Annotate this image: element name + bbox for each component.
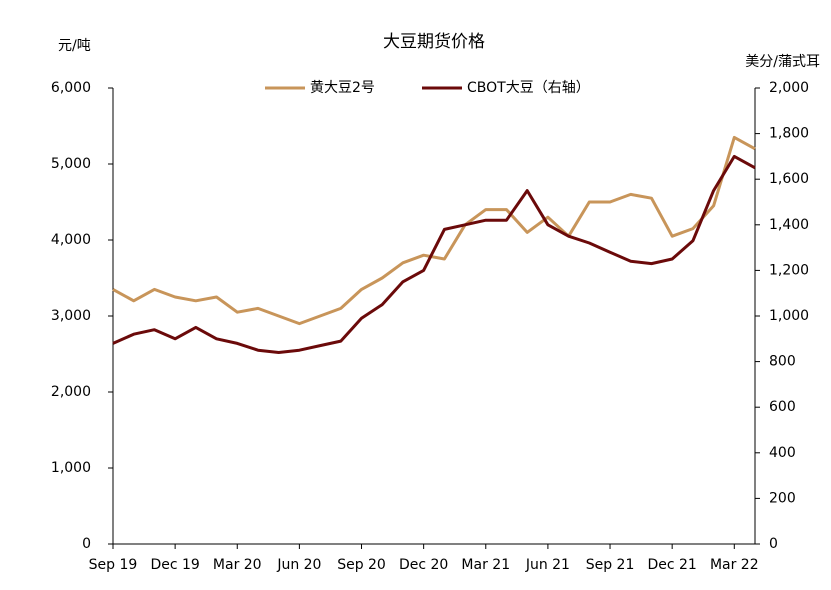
y2-tick-label: 2,000 [769, 80, 809, 96]
y-tick-label: 2,000 [51, 384, 91, 400]
x-tick-label: Mar 20 [213, 557, 262, 573]
y-tick-label: 6,000 [51, 80, 91, 96]
x-tick-label: Dec 19 [150, 557, 199, 573]
y2-tick-label: 600 [769, 399, 796, 415]
y-tick-label: 5,000 [51, 156, 91, 172]
series-line [112, 135, 756, 326]
y2-tick-label: 1,400 [769, 217, 809, 233]
y2-tick-label: 1,200 [769, 262, 809, 278]
y-tick-label: 1,000 [51, 460, 91, 476]
y2-tick-label: 1,000 [769, 308, 809, 324]
x-tick-label: Jun 21 [525, 557, 570, 573]
x-tick-label: Sep 19 [89, 557, 138, 573]
chart-title: 大豆期货价格 [383, 32, 485, 52]
y2-tick-label: 1,600 [769, 171, 809, 187]
y2-tick-label: 0 [769, 536, 778, 552]
y2-tick-label: 200 [769, 490, 796, 506]
y-tick-label: 4,000 [51, 232, 91, 248]
y-axis-label: 元/吨 [58, 38, 91, 54]
y-tick-label: 3,000 [51, 308, 91, 324]
series-line [112, 154, 756, 354]
x-tick-label: Sep 20 [337, 557, 386, 573]
x-tick-label: Sep 21 [586, 557, 635, 573]
legend-label: 黄大豆2号 [310, 79, 375, 96]
x-tick-label: Mar 21 [461, 557, 510, 573]
x-tick-label: Dec 21 [647, 557, 696, 573]
y2-tick-label: 800 [769, 354, 796, 370]
y-tick-label: 0 [82, 536, 91, 552]
y2-tick-label: 400 [769, 445, 796, 461]
x-tick-label: Dec 20 [399, 557, 448, 573]
x-tick-label: Jun 20 [276, 557, 321, 573]
x-tick-label: Mar 22 [710, 557, 759, 573]
y2-tick-label: 1,800 [769, 126, 809, 142]
y2-axis-label: 美分/蒲式耳 [745, 54, 820, 70]
legend-label: CBOT大豆（右轴） [467, 80, 590, 96]
